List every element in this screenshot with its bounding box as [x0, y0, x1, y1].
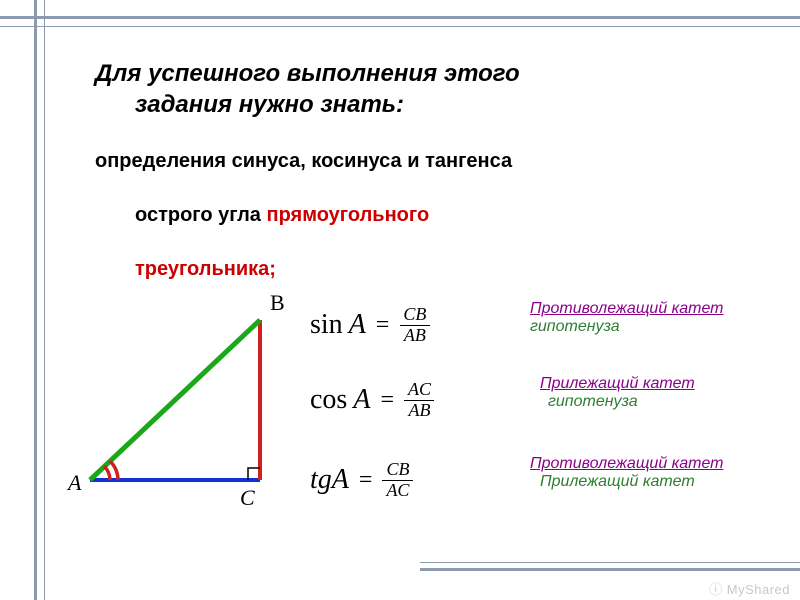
- subtitle-line-2: острого угла прямоугольного: [135, 202, 755, 228]
- opp-label-2: Противолежащий катет: [530, 455, 724, 473]
- left-border-thin: [44, 0, 45, 600]
- eq-sign: =: [376, 312, 390, 339]
- fn-tg-text: tg: [310, 464, 332, 495]
- title-line-1: Для успешного выполнения этого: [95, 58, 755, 89]
- opp-label: Противолежащий катет: [530, 300, 724, 318]
- sin-den: AB: [400, 325, 430, 346]
- cos-fraction: AC AB: [404, 380, 435, 421]
- formula-tg: tgA = CB AC: [310, 460, 413, 501]
- fn-tg-var: A: [332, 464, 349, 495]
- watermark-icon: ⓘ: [709, 582, 727, 597]
- fn-sin: sin: [310, 309, 343, 341]
- top-border-thick: [0, 16, 800, 19]
- vertex-c-label: C: [240, 485, 255, 511]
- eq-sign-2: =: [380, 387, 394, 414]
- text-block: Для успешного выполнения этого задания н…: [95, 58, 755, 282]
- eq-sign-3: =: [359, 467, 373, 494]
- tg-fraction: CB AC: [382, 460, 413, 501]
- cos-explain: Прилежащий катет гипотенуза: [540, 375, 695, 411]
- sin-explain: Противолежащий катет гипотенуза: [530, 300, 724, 336]
- triangle-figure: [60, 290, 310, 520]
- left-border-thick: [34, 0, 37, 600]
- tg-den: AC: [382, 480, 413, 501]
- cos-num: AC: [404, 380, 435, 400]
- vertex-b-label: B: [270, 290, 285, 316]
- hyp-label: гипотенуза: [530, 318, 724, 336]
- sin-num: CB: [399, 305, 430, 325]
- formula-cos: cos A = AC AB: [310, 380, 435, 421]
- subtitle-line-1: определения синуса, косинуса и тангенса: [95, 148, 755, 174]
- fn-tg: tgA: [310, 464, 349, 496]
- cos-den: AB: [404, 400, 434, 421]
- angle-arc-inner: [104, 466, 110, 480]
- watermark: ⓘ MyShared: [709, 579, 790, 598]
- adj-label-2: Прилежащий катет: [540, 473, 724, 491]
- hyp-label-2: гипотенуза: [548, 393, 695, 411]
- vertex-a-label: A: [68, 470, 81, 496]
- fn-sin-var: A: [349, 309, 366, 341]
- sin-fraction: CB AB: [399, 305, 430, 346]
- diagram-area: A B C sin A = CB AB Противолежащий катет…: [60, 290, 780, 570]
- hypotenuse-side: [90, 320, 260, 480]
- formula-sin: sin A = CB AB: [310, 305, 430, 346]
- fn-cos: cos: [310, 384, 347, 416]
- watermark-text: MyShared: [727, 582, 790, 597]
- fn-cos-var: A: [353, 384, 370, 416]
- adj-label: Прилежащий катет: [540, 375, 695, 393]
- top-border-thin: [0, 26, 800, 27]
- tg-explain: Противолежащий катет Прилежащий катет: [530, 455, 724, 491]
- subtitle-line-3: треугольника;: [135, 256, 755, 282]
- tg-num: CB: [382, 460, 413, 480]
- subtitle-black: острого угла: [135, 204, 266, 226]
- title-line-2: задания нужно знать:: [135, 89, 755, 120]
- subtitle-red-1: прямоугольного: [266, 204, 429, 226]
